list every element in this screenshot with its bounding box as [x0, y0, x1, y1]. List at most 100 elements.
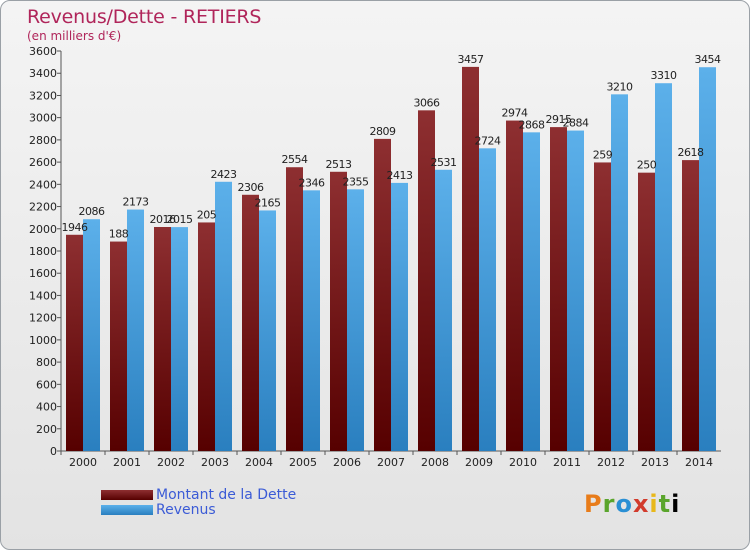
- bar-dette: [286, 167, 303, 451]
- y-tick-label: 1200: [29, 312, 57, 325]
- bar-revenus: [83, 219, 100, 451]
- x-tick-label: 2014: [685, 456, 713, 469]
- x-tick-label: 2012: [597, 456, 625, 469]
- data-label-dette: 1946: [62, 221, 88, 234]
- data-label-dette: 2618: [678, 146, 704, 159]
- y-tick-label: 2000: [29, 223, 57, 236]
- bar-revenus: [259, 210, 276, 451]
- y-tick-label: 2400: [29, 178, 57, 191]
- bar-revenus: [171, 227, 188, 451]
- data-label-dette: 188: [109, 228, 129, 241]
- chart-title: Revenus/Dette - RETIERS: [27, 6, 262, 28]
- data-label-dette: 3066: [414, 96, 440, 109]
- bar-dette: [198, 222, 215, 451]
- y-tick-label: 2200: [29, 201, 57, 214]
- bar-revenus: [655, 83, 672, 451]
- data-label-dette: 2306: [238, 181, 264, 194]
- data-label-dette: 3457: [458, 53, 484, 66]
- y-tick-label: 1600: [29, 267, 57, 280]
- y-tick-label: 200: [36, 423, 57, 436]
- bar-revenus: [215, 181, 232, 451]
- y-tick-label: 800: [36, 356, 57, 369]
- data-label-revenus: 2165: [255, 196, 281, 209]
- bar-dette: [594, 162, 611, 451]
- bar-dette: [550, 127, 567, 451]
- y-tick-label: 1000: [29, 334, 57, 347]
- data-label-revenus: 3310: [651, 69, 677, 82]
- proxiti-logo: Proxiti: [584, 490, 681, 518]
- y-tick-label: 1400: [29, 289, 57, 302]
- data-label-revenus: 3210: [607, 80, 633, 93]
- x-tick-label: 2006: [333, 456, 361, 469]
- bar-revenus: [523, 132, 540, 452]
- bar-revenus: [391, 182, 408, 451]
- bar-revenus: [567, 130, 584, 452]
- data-label-revenus: 3454: [695, 53, 721, 66]
- bar-dette: [330, 171, 347, 451]
- x-tick-label: 2011: [553, 456, 581, 469]
- data-label-revenus: 2413: [387, 169, 413, 182]
- y-tick-label: 3600: [29, 45, 57, 58]
- data-label-revenus: 2724: [475, 134, 501, 147]
- bar-dette: [110, 241, 127, 451]
- data-label-revenus: 2355: [343, 175, 369, 188]
- bar-dette: [374, 138, 391, 451]
- bar-dette: [682, 160, 699, 451]
- bar-revenus: [303, 190, 320, 452]
- y-tick-label: 3400: [29, 67, 57, 80]
- chart-subtitle: (en milliers d'€): [27, 29, 122, 43]
- legend-label-dette: Montant de la Dette: [156, 486, 297, 503]
- data-label-dette: 2915: [546, 113, 572, 126]
- bar-revenus: [699, 67, 716, 451]
- bar-dette: [242, 194, 259, 451]
- bar-revenus: [347, 189, 364, 452]
- x-tick-label: 2010: [509, 456, 537, 469]
- data-label-revenus: 2086: [79, 205, 105, 218]
- x-tick-label: 2007: [377, 456, 405, 469]
- x-tick-label: 2004: [245, 456, 273, 469]
- data-label-revenus: 2531: [431, 156, 457, 169]
- bar-dette: [506, 120, 523, 452]
- bar-dette: [462, 66, 479, 451]
- x-tick-label: 2005: [289, 456, 317, 469]
- data-label-revenus: 2868: [519, 118, 545, 131]
- data-label-dette: 250: [637, 159, 657, 172]
- data-label-dette: 2016: [150, 213, 176, 226]
- bar-dette: [66, 234, 83, 451]
- bar-revenus: [611, 94, 628, 451]
- y-tick-label: 3000: [29, 112, 57, 125]
- y-tick-label: 0: [50, 445, 57, 458]
- data-label-dette: 2809: [370, 125, 396, 138]
- bar-dette: [638, 172, 655, 451]
- y-tick-label: 3200: [29, 89, 57, 102]
- data-label-revenus: 2173: [123, 196, 149, 209]
- data-label-dette: 259: [593, 148, 613, 161]
- y-tick-label: 1800: [29, 245, 57, 258]
- x-tick-label: 2008: [421, 456, 449, 469]
- legend-item-revenus: Revenus: [101, 501, 296, 518]
- y-tick-label: 2600: [29, 156, 57, 169]
- x-tick-label: 2001: [113, 456, 141, 469]
- y-tick-label: 400: [36, 401, 57, 414]
- x-tick-label: 2003: [201, 456, 229, 469]
- legend-label-revenus: Revenus: [156, 501, 216, 518]
- x-tick-label: 2009: [465, 456, 493, 469]
- x-tick-label: 2000: [69, 456, 97, 469]
- data-label-revenus: 2884: [563, 117, 589, 130]
- legend-item-dette: Montant de la Dette: [101, 486, 297, 503]
- bar-revenus: [127, 209, 144, 451]
- data-label-revenus: 2423: [211, 168, 237, 181]
- x-tick-label: 2002: [157, 456, 185, 469]
- data-label-revenus: 2346: [299, 176, 325, 189]
- x-tick-label: 2013: [641, 456, 669, 469]
- y-tick-label: 2800: [29, 134, 57, 147]
- data-label-dette: 2974: [502, 107, 528, 120]
- legend: Montant de la Dette Revenus: [101, 486, 297, 518]
- bar-dette: [418, 110, 435, 451]
- bar-revenus: [479, 148, 496, 452]
- data-label-dette: 205: [197, 208, 217, 221]
- data-label-revenus: 2015: [167, 213, 193, 226]
- legend-swatch-revenus: [101, 504, 153, 515]
